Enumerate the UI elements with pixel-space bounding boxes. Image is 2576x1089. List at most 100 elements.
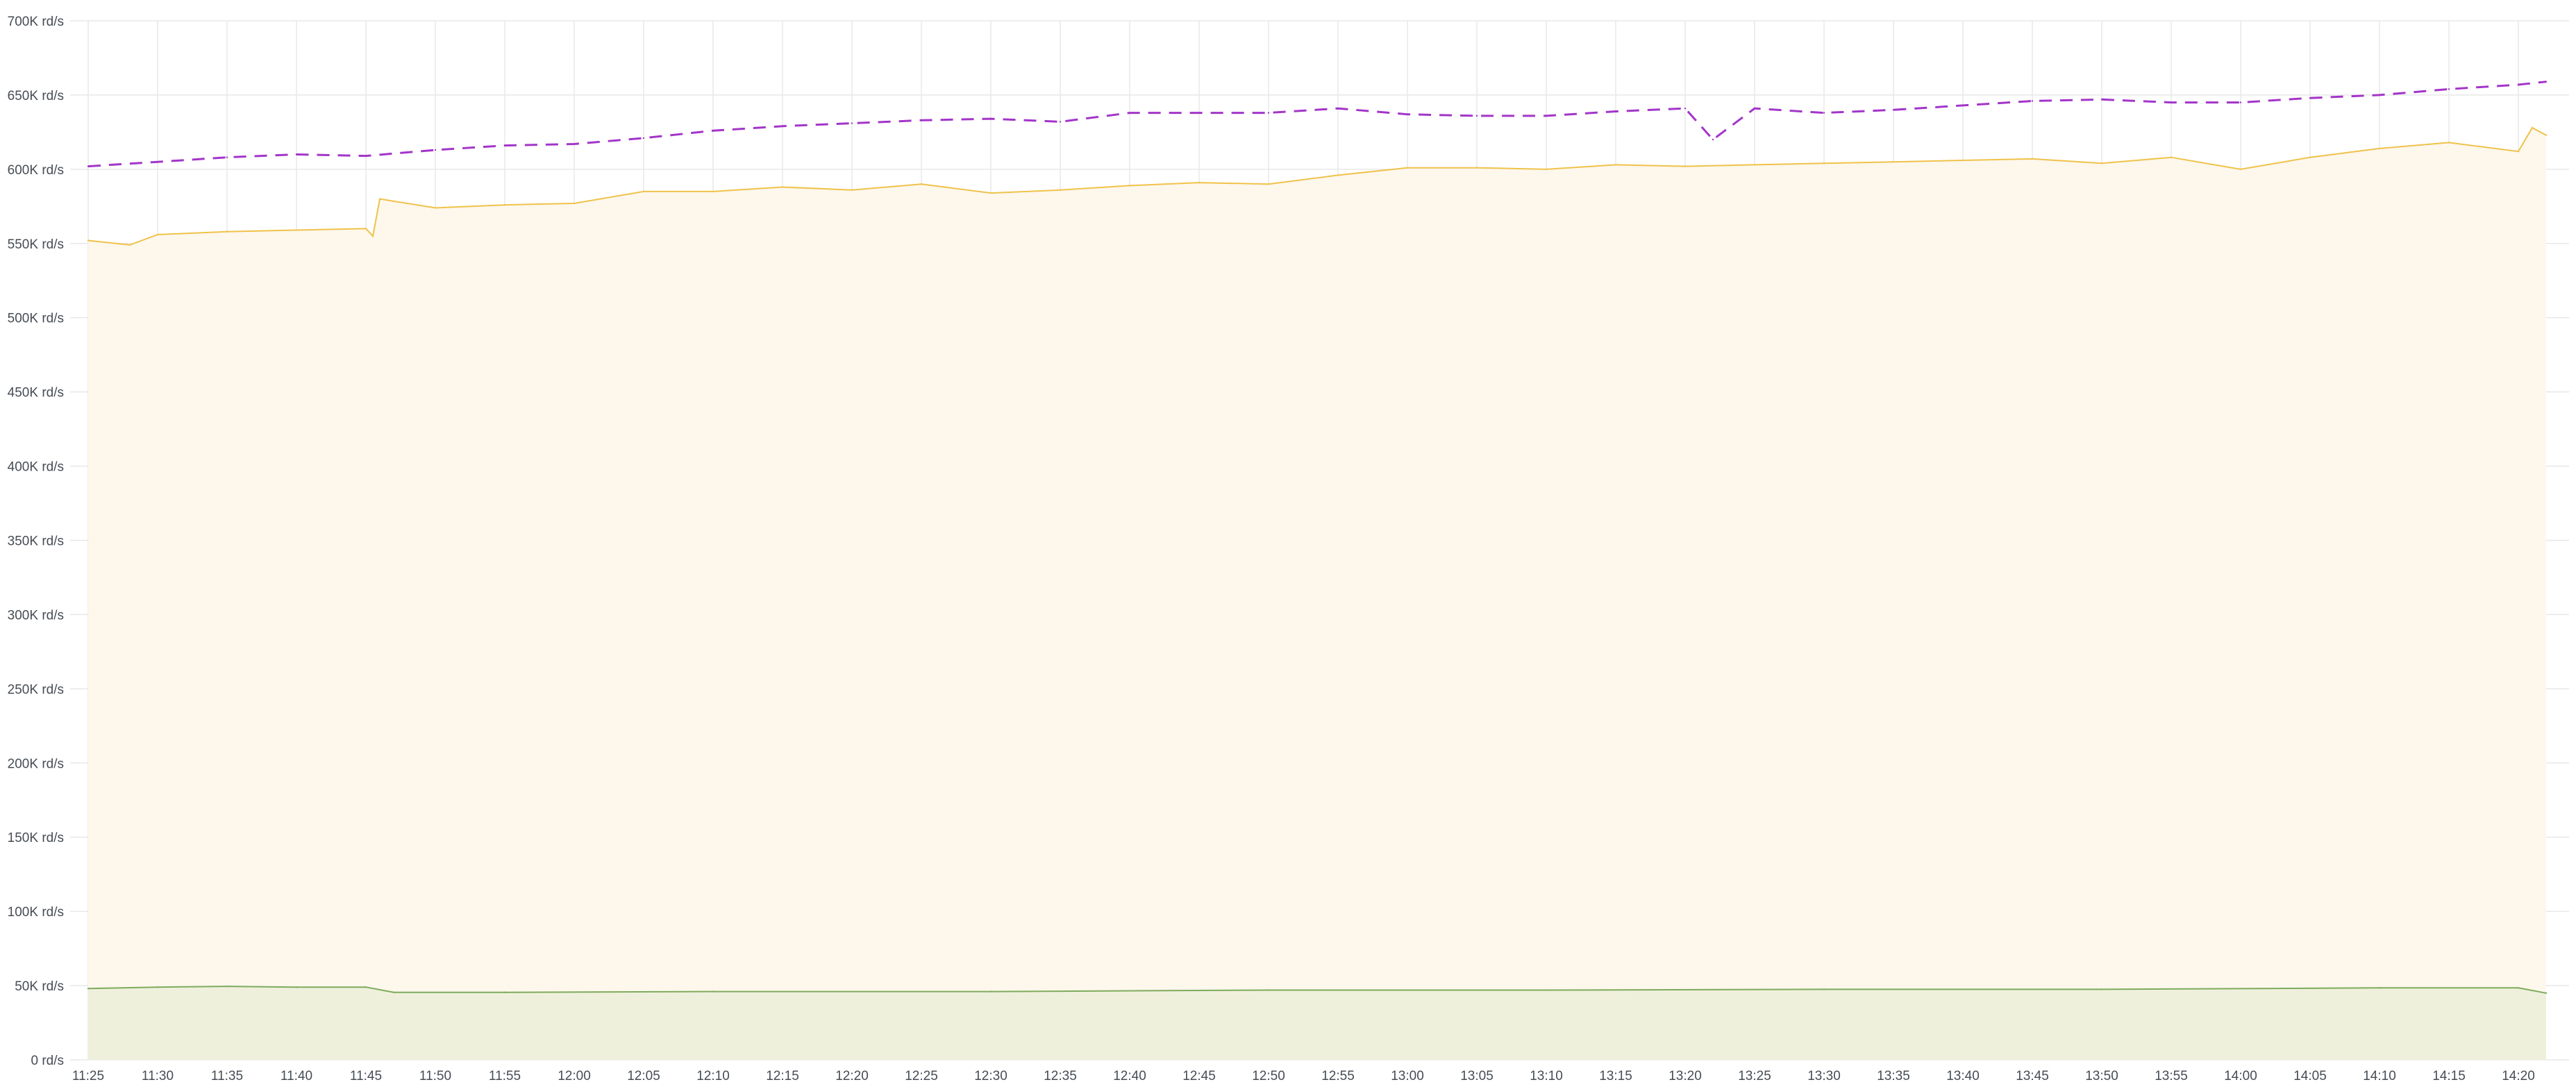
data-point-series-1: [128, 244, 131, 246]
data-point-series-2: [2545, 992, 2548, 994]
x-tick-label: 12:05: [627, 1069, 660, 1083]
x-tick-label: 11:30: [142, 1069, 174, 1083]
data-point-series-0: [1128, 112, 1131, 114]
data-point-series-0: [2100, 99, 2103, 101]
data-point-series-2: [2100, 988, 2103, 990]
data-point-series-0: [365, 155, 367, 157]
data-point-series-0: [2239, 101, 2242, 103]
data-point-series-1: [2100, 162, 2103, 164]
data-point-series-1: [371, 235, 374, 237]
x-tick-label: 13:00: [1391, 1069, 1424, 1083]
y-tick-label: 250K rd/s: [8, 682, 64, 697]
x-tick-label: 11:40: [281, 1069, 312, 1083]
data-point-series-0: [226, 156, 228, 158]
data-point-series-1: [1614, 164, 1617, 166]
x-tick-label: 11:55: [489, 1069, 521, 1083]
y-tick-label: 50K rd/s: [15, 979, 64, 994]
data-point-series-0: [1962, 104, 1964, 107]
data-point-series-0: [2309, 97, 2311, 99]
data-point-series-2: [1823, 988, 1825, 990]
data-point-series-1: [365, 228, 367, 230]
data-point-series-0: [1823, 112, 1825, 114]
data-point-series-0: [2170, 101, 2173, 103]
x-tick-label: 12:40: [1113, 1069, 1146, 1083]
data-point-series-0: [920, 119, 923, 121]
data-point-series-0: [1406, 113, 1409, 115]
data-point-series-1: [2031, 158, 2034, 160]
data-point-series-2: [295, 986, 298, 988]
x-tick-label: 12:30: [974, 1069, 1007, 1083]
x-tick-label: 13:45: [2016, 1069, 2049, 1083]
data-point-series-1: [1475, 167, 1478, 169]
data-point-series-1: [1753, 164, 1756, 166]
data-point-series-2: [87, 988, 90, 990]
data-point-series-2: [392, 991, 395, 993]
y-axis: 0 rd/s 50K rd/s 100K rd/s 150K rd/s 200K rd/…: [8, 15, 64, 1068]
data-point-series-1: [1823, 162, 1825, 164]
data-point-series-2: [1267, 989, 1270, 991]
y-tick-label: 150K rd/s: [8, 831, 64, 845]
x-tick-label: 12:55: [1321, 1069, 1355, 1083]
series-line-dashed: [87, 81, 2547, 168]
data-point-series-1: [2170, 156, 2173, 158]
data-point-series-2: [712, 990, 714, 993]
data-point-series-2: [1545, 989, 1548, 991]
data-point-series-1: [1267, 183, 1270, 185]
data-point-series-1: [1128, 185, 1131, 187]
data-point-series-1: [712, 190, 714, 193]
data-point-series-1: [920, 183, 923, 185]
data-point-series-1: [87, 239, 90, 242]
data-point-series-1: [2531, 126, 2534, 129]
series-area-fill-top: [88, 128, 2546, 1060]
x-tick-label: 11:50: [419, 1069, 451, 1083]
data-point-series-2: [2378, 987, 2381, 989]
x-tick-label: 13:10: [1530, 1069, 1563, 1083]
data-point-series-0: [573, 143, 576, 145]
x-tick-label: 12:50: [1252, 1069, 1285, 1083]
data-point-series-0: [1545, 115, 1548, 117]
data-point-series-1: [781, 186, 784, 188]
data-point-series-2: [503, 991, 506, 993]
data-point-series-0: [2448, 88, 2450, 90]
data-point-series-0: [1059, 121, 1062, 123]
x-tick-label: 13:40: [1946, 1069, 1980, 1083]
data-point-series-1: [378, 198, 381, 200]
series-layer: [87, 81, 2548, 1060]
data-point-series-0: [503, 144, 506, 146]
data-point-series-0: [712, 130, 714, 132]
data-point-series-1: [226, 230, 228, 233]
y-tick-label: 650K rd/s: [8, 89, 64, 103]
data-point-series-1: [295, 229, 298, 231]
data-point-series-0: [1198, 112, 1201, 114]
data-point-series-0: [1337, 107, 1339, 110]
data-point-series-0: [1684, 107, 1687, 110]
data-point-series-0: [2378, 94, 2381, 96]
data-point-series-1: [2448, 142, 2450, 144]
data-point-series-1: [2378, 147, 2381, 150]
data-point-series-0: [87, 165, 90, 167]
data-point-series-0: [1712, 138, 1714, 141]
x-tick-label: 12:25: [905, 1069, 938, 1083]
data-point-series-0: [1753, 107, 1756, 110]
data-point-series-2: [2517, 987, 2520, 989]
x-tick-label: 13:25: [1738, 1069, 1771, 1083]
data-point-series-0: [2517, 83, 2520, 86]
x-tick-label: 12:45: [1182, 1069, 1216, 1083]
data-point-series-1: [2239, 168, 2242, 171]
x-tick-label: 14:05: [2293, 1069, 2327, 1083]
y-tick-label: 450K rd/s: [8, 386, 64, 400]
data-point-series-0: [295, 153, 298, 155]
y-tick-label: 350K rd/s: [8, 534, 64, 549]
data-point-series-0: [434, 149, 437, 151]
data-point-series-2: [156, 986, 159, 988]
x-tick-label: 13:50: [2085, 1069, 2118, 1083]
data-point-series-1: [642, 190, 645, 193]
y-tick-label: 400K rd/s: [8, 460, 64, 475]
x-tick-label: 12:20: [835, 1069, 869, 1083]
data-point-series-1: [503, 203, 506, 206]
y-tick-label: 100K rd/s: [8, 905, 64, 920]
data-point-series-1: [2309, 156, 2311, 158]
data-point-series-1: [851, 189, 853, 191]
data-point-series-0: [2545, 81, 2548, 83]
